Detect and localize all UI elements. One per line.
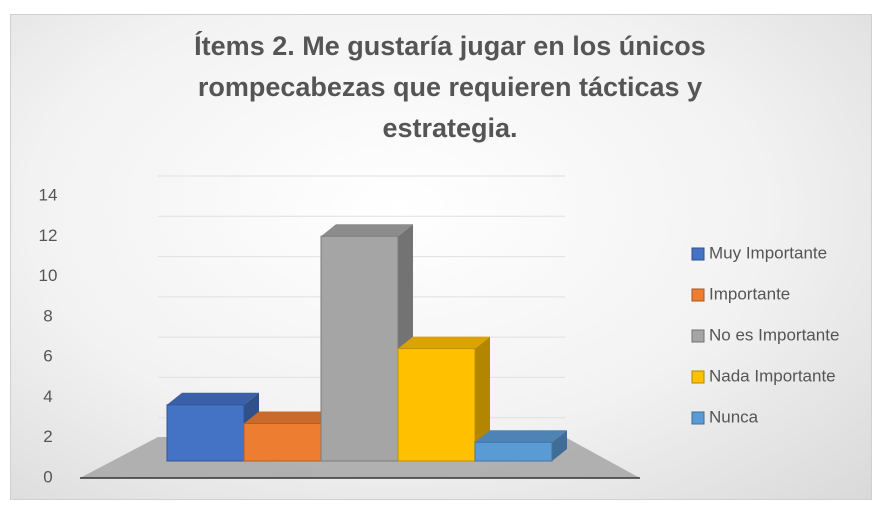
y-tick-label: 4 [43,387,52,406]
y-tick-label: 8 [43,306,52,325]
y-tick-label: 6 [43,347,52,366]
bar-top [244,411,336,424]
y-tick-label: 0 [43,467,52,486]
bar [397,348,476,462]
legend-label: Importante [709,284,790,303]
bar [320,235,399,462]
bar-side [552,430,567,461]
bar-top [321,224,413,237]
legend-swatch [691,288,705,302]
bar-top [167,392,259,405]
y-tick-label: 10 [39,266,58,285]
legend-label: Nada Importante [709,366,836,385]
bar [243,423,322,462]
y-tick-label: 12 [39,226,58,245]
y-tick-label: 2 [43,427,52,446]
legend-swatch [691,411,705,425]
bar [474,441,553,462]
chart-title: Ítems 2. Me gustaría jugar en los únicos… [194,31,706,143]
bar [166,404,245,462]
y-tick-label: 14 [39,185,58,204]
legend-label: Nunca [709,407,759,426]
legend-swatch [691,370,705,384]
legend-swatch [691,247,705,261]
legend-label: Muy Importante [709,243,827,262]
bar-top [475,430,567,443]
legend-swatch [691,329,705,343]
legend-label: No es Importante [709,325,839,344]
bar-top [398,336,490,349]
bar-side [475,336,490,461]
